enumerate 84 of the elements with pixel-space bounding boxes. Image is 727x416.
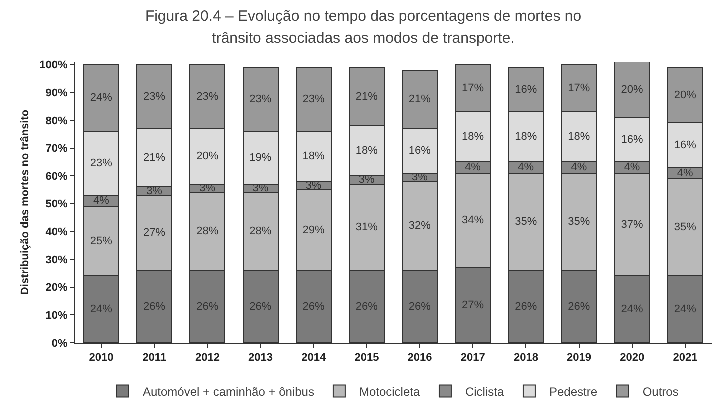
data-label: 18% xyxy=(568,131,590,144)
x-tick-label: 2017 xyxy=(460,352,486,364)
data-label: 19% xyxy=(250,152,272,164)
y-tick-label: 70% xyxy=(46,143,68,156)
data-label: 26% xyxy=(144,300,166,313)
data-label: 35% xyxy=(568,216,590,228)
legend-label: Motocicleta xyxy=(359,384,420,399)
data-label: 31% xyxy=(356,222,378,234)
data-label: 23% xyxy=(302,94,325,106)
data-label: 35% xyxy=(515,216,538,228)
data-label: 4% xyxy=(571,162,588,174)
data-label: 27% xyxy=(462,299,484,312)
y-tick-label: 40% xyxy=(46,226,68,239)
y-tick-label: 60% xyxy=(46,170,68,183)
data-label: 28% xyxy=(250,226,272,238)
y-tick-label: 10% xyxy=(46,310,68,322)
x-tick-label: 2019 xyxy=(567,352,592,364)
y-tick-label: 80% xyxy=(46,115,68,128)
x-tick-label: 2015 xyxy=(354,352,380,364)
data-label: 26% xyxy=(356,300,378,313)
data-label: 35% xyxy=(674,222,697,234)
data-label: 16% xyxy=(674,139,697,152)
x-tick-label: 2014 xyxy=(302,352,327,364)
data-label: 24% xyxy=(674,304,697,316)
data-label: 23% xyxy=(144,90,166,103)
data-label: 21% xyxy=(408,94,432,106)
data-label: 18% xyxy=(515,131,538,144)
y-tick-label: 90% xyxy=(46,87,68,100)
y-axis-title: Distribuição das mortes no trânsito xyxy=(19,110,32,296)
data-label: 27% xyxy=(144,227,166,240)
data-label: 25% xyxy=(90,235,113,248)
data-label: 28% xyxy=(196,226,219,238)
data-label: 4% xyxy=(624,162,640,174)
data-label: 18% xyxy=(302,150,325,163)
data-label: 17% xyxy=(462,82,484,94)
legend-label: Ciclista xyxy=(465,384,504,399)
data-label: 32% xyxy=(408,220,432,232)
data-label: 23% xyxy=(196,90,219,103)
data-label: 24% xyxy=(90,304,113,316)
x-tick-label: 2010 xyxy=(89,352,114,364)
data-label: 26% xyxy=(568,300,590,313)
data-label: 21% xyxy=(356,90,378,103)
data-label: 4% xyxy=(518,162,534,174)
legend-label: Pedestre xyxy=(549,384,598,399)
y-tick-label: 20% xyxy=(46,282,68,294)
data-label: 16% xyxy=(515,84,538,96)
x-tick-label: 2020 xyxy=(620,352,645,364)
data-label: 20% xyxy=(621,84,644,96)
y-tick-label: 0% xyxy=(52,338,68,350)
data-label: 26% xyxy=(302,300,325,313)
data-label: 4% xyxy=(465,162,482,174)
data-label: 20% xyxy=(196,150,219,163)
data-label: 24% xyxy=(621,304,644,316)
data-label: 29% xyxy=(302,224,325,236)
data-label: 37% xyxy=(621,218,644,231)
y-tick-label: 30% xyxy=(46,254,68,266)
data-label: 4% xyxy=(93,195,110,208)
data-label: 26% xyxy=(196,300,219,313)
x-tick-label: 2011 xyxy=(142,352,167,364)
x-tick-label: 2018 xyxy=(514,352,538,364)
data-label: 16% xyxy=(621,134,644,146)
data-label: 21% xyxy=(144,152,166,164)
y-tick-label: 100% xyxy=(40,60,68,72)
data-label: 20% xyxy=(674,89,697,102)
legend-label: Automóvel + caminhão + ônibus xyxy=(143,384,314,399)
data-label: 18% xyxy=(356,145,378,158)
data-label: 24% xyxy=(90,92,113,104)
data-label: 34% xyxy=(462,214,484,227)
x-tick-label: 2013 xyxy=(248,352,274,364)
y-tick-label: 50% xyxy=(46,198,68,211)
legend-label: Outros xyxy=(642,384,679,399)
x-tick-label: 2021 xyxy=(673,352,698,364)
data-label: 26% xyxy=(250,300,272,313)
data-label: 16% xyxy=(408,145,432,158)
data-label: 18% xyxy=(462,131,484,144)
x-tick-label: 2012 xyxy=(195,352,220,364)
data-label: 23% xyxy=(90,158,113,170)
data-label: 26% xyxy=(515,300,538,313)
data-label: 23% xyxy=(250,94,272,106)
x-tick-label: 2016 xyxy=(408,352,432,364)
data-label: 4% xyxy=(677,167,694,180)
chart-title: Figura 20.4 – Evolução no tempo das porcentagens de mortes no trânsito associadas aos modos de transporte. xyxy=(144,7,583,49)
data-label: 26% xyxy=(408,300,432,313)
data-label: 17% xyxy=(568,82,590,94)
